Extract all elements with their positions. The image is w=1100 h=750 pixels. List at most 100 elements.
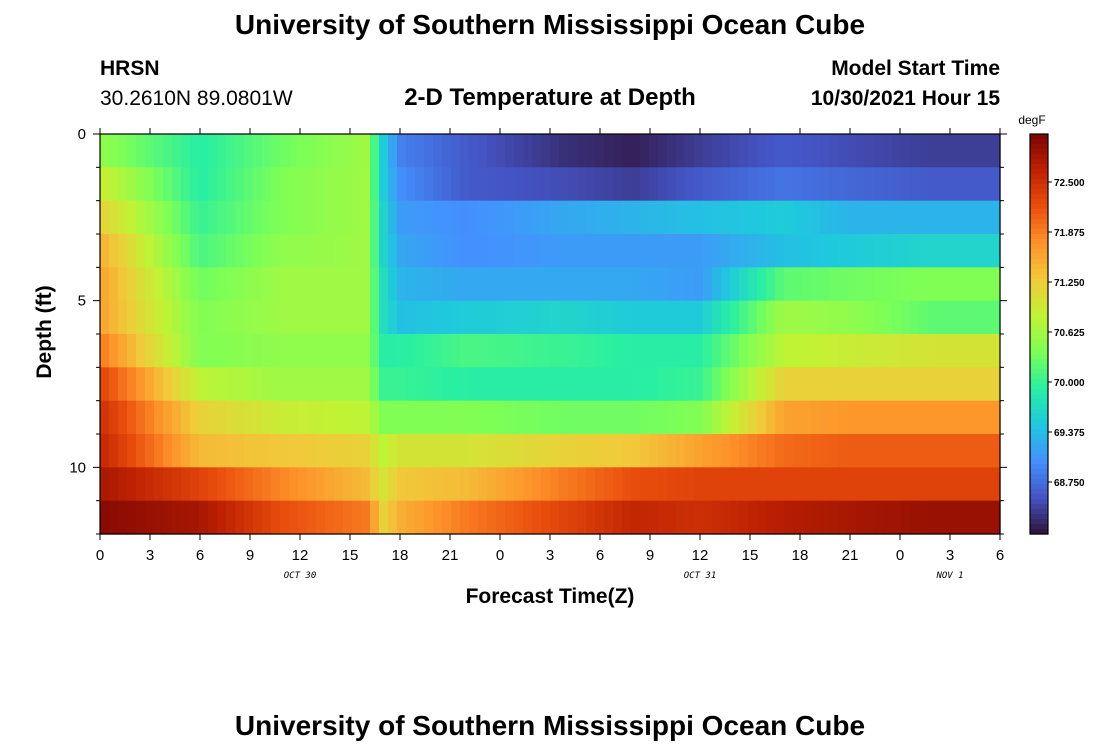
heatmap-cell — [181, 267, 191, 302]
heatmap-cell — [730, 167, 740, 202]
heatmap-cell — [226, 367, 236, 402]
heatmap-cell — [172, 300, 182, 335]
heatmap-cell — [640, 467, 650, 502]
heatmap-cell — [523, 500, 533, 535]
heatmap-cell — [577, 134, 587, 168]
heatmap-cell — [658, 334, 668, 368]
heatmap-cell — [973, 400, 983, 435]
heatmap-cell — [577, 367, 587, 402]
heatmap-cell — [433, 400, 443, 435]
heatmap-cell — [280, 400, 290, 435]
heatmap-cell — [667, 134, 677, 168]
heatmap-cell — [487, 467, 497, 502]
heatmap-cell — [298, 400, 308, 435]
heatmap-cell — [352, 267, 362, 302]
heatmap-cell — [748, 200, 758, 235]
heatmap-cell — [604, 200, 614, 235]
heatmap-cell — [820, 134, 830, 168]
heatmap-cell — [424, 300, 434, 335]
heatmap-cell — [388, 167, 398, 202]
heatmap-cell — [847, 400, 857, 435]
heatmap-cell — [172, 400, 182, 435]
heatmap-cell — [145, 167, 155, 202]
heatmap-cell — [496, 234, 506, 268]
heatmap-cell — [883, 467, 893, 502]
heatmap-cell — [145, 367, 155, 402]
heatmap-cell — [856, 334, 866, 368]
colorbar-segment — [1030, 179, 1048, 185]
heatmap-cell — [748, 434, 758, 468]
heatmap-cell — [469, 200, 479, 235]
colorbar-segment — [1030, 364, 1048, 370]
heatmap-cell — [586, 400, 596, 435]
heatmap-cell — [622, 500, 632, 535]
heatmap-cell — [865, 234, 875, 268]
heatmap-cell — [271, 267, 281, 302]
heatmap-cell — [829, 200, 839, 235]
heatmap-cell — [136, 134, 146, 168]
heatmap-cell — [514, 300, 524, 335]
heatmap-cell — [640, 200, 650, 235]
colorbar-segment — [1030, 249, 1048, 255]
heatmap-cell — [847, 134, 857, 168]
heatmap-cell — [460, 234, 470, 268]
heatmap-cell — [847, 300, 857, 335]
heatmap-cell — [343, 267, 353, 302]
heatmap-cell — [901, 200, 911, 235]
heatmap-cell — [406, 134, 416, 168]
heatmap-cell — [235, 334, 245, 368]
heatmap-cell — [820, 334, 830, 368]
heatmap-cell — [253, 400, 263, 435]
colorbar-segment — [1030, 294, 1048, 300]
heatmap-cell — [505, 367, 515, 402]
heatmap-cell — [784, 500, 794, 535]
heatmap-cell — [766, 200, 776, 235]
heatmap-cell — [496, 500, 506, 535]
heatmap-cell — [730, 200, 740, 235]
heatmap-cell — [460, 267, 470, 302]
heatmap-cell — [316, 434, 326, 468]
heatmap-cell — [541, 267, 551, 302]
heatmap-cell — [280, 134, 290, 168]
heatmap-cell — [496, 334, 506, 368]
heatmap-cell — [829, 334, 839, 368]
heatmap-cell — [163, 400, 173, 435]
heatmap-cell — [847, 467, 857, 502]
heatmap-cell — [379, 267, 389, 302]
heatmap-cell — [532, 234, 542, 268]
heatmap-cell — [406, 467, 416, 502]
heatmap-cell — [676, 467, 686, 502]
heatmap-cell — [640, 267, 650, 302]
heatmap-cell — [703, 400, 713, 435]
heatmap-cell — [154, 467, 164, 502]
heatmap-cell — [343, 334, 353, 368]
heatmap-cell — [433, 234, 443, 268]
heatmap-cell — [181, 467, 191, 502]
heatmap-cell — [847, 334, 857, 368]
heatmap-cell — [649, 300, 659, 335]
heatmap-cell — [145, 434, 155, 468]
heatmap-cell — [451, 134, 461, 168]
heatmap-cell — [487, 500, 497, 535]
heatmap-cell — [613, 134, 623, 168]
heatmap-cell — [613, 167, 623, 202]
heatmap-cell — [721, 434, 731, 468]
heatmap-cell — [631, 400, 641, 435]
heatmap-cell — [343, 400, 353, 435]
colorbar-segment — [1030, 524, 1048, 530]
heatmap-cell — [631, 267, 641, 302]
heatmap-cell — [118, 234, 128, 268]
heatmap-cell — [739, 334, 749, 368]
heatmap-cell — [910, 234, 920, 268]
heatmap-cell — [964, 367, 974, 402]
colorbar-segment — [1030, 449, 1048, 455]
heatmap-cell — [865, 467, 875, 502]
heatmap-cell — [478, 134, 488, 168]
heatmap-cell — [325, 300, 335, 335]
heatmap-cell — [892, 267, 902, 302]
heatmap-cell — [766, 167, 776, 202]
heatmap-cell — [379, 334, 389, 368]
heatmap-cell — [577, 334, 587, 368]
heatmap-cell — [694, 367, 704, 402]
heatmap-cell — [523, 400, 533, 435]
